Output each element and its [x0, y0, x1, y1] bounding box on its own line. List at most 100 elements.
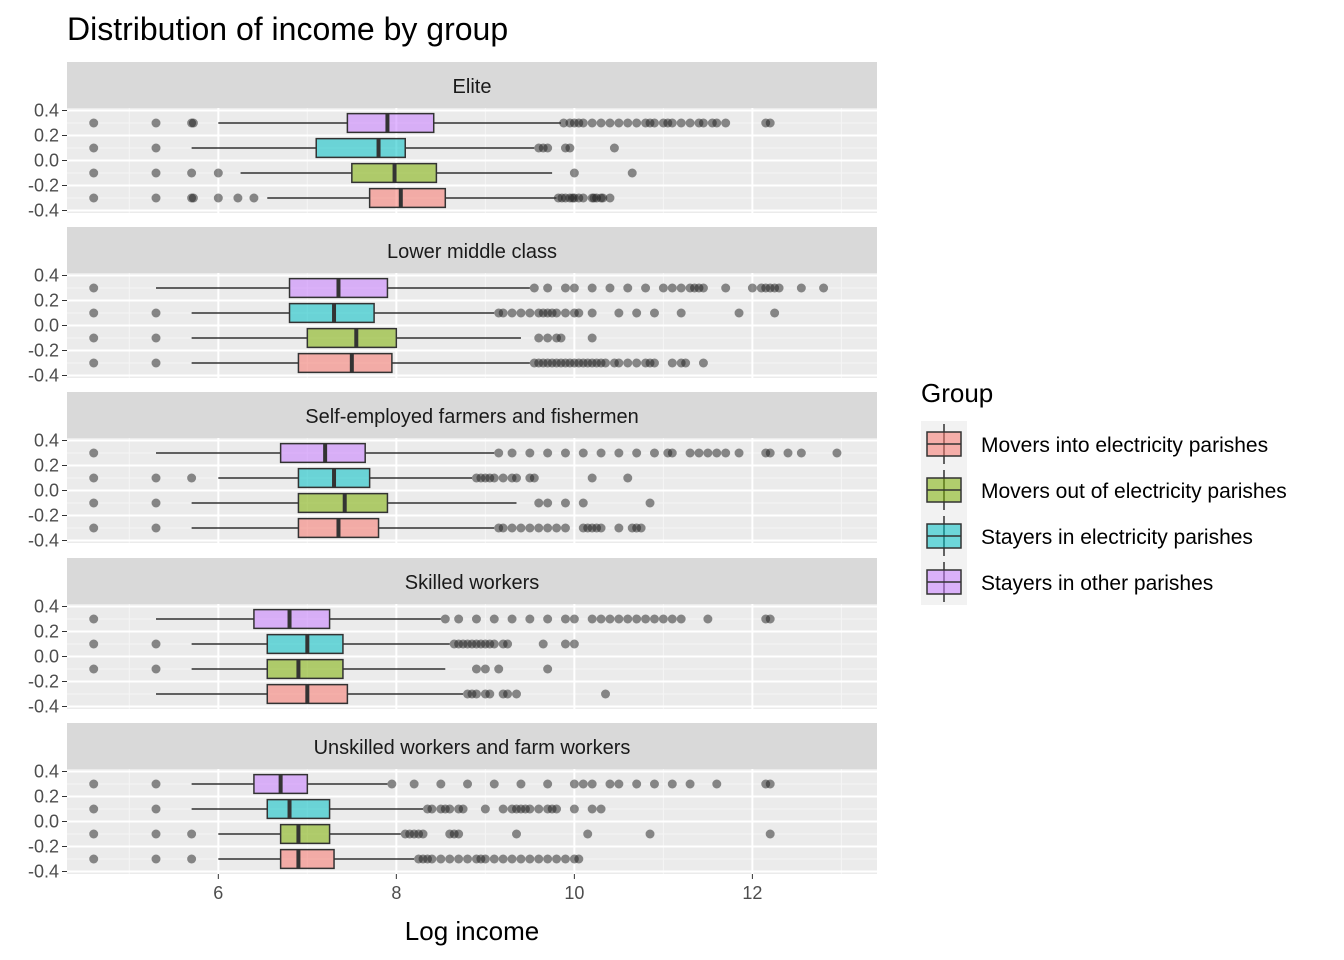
y-tick-label: -0.2	[28, 506, 59, 526]
box-group	[89, 823, 775, 845]
outlier-point	[387, 779, 397, 789]
outlier-point	[721, 448, 731, 458]
outlier-point	[213, 193, 223, 203]
box-group	[89, 608, 775, 630]
outlier-point	[698, 118, 708, 128]
facet-strip	[67, 227, 877, 273]
y-tick-label: 0.4	[34, 266, 59, 286]
outlier-point	[436, 779, 446, 789]
outlier-point	[569, 168, 579, 178]
facet-strip-label: Skilled workers	[405, 572, 539, 594]
outlier-point	[512, 829, 522, 839]
outlier-point	[543, 143, 553, 153]
outlier-point	[471, 614, 481, 624]
chart-title: Distribution of income by group	[67, 11, 508, 47]
box-group	[89, 633, 579, 655]
outlier-point	[587, 473, 597, 483]
outlier-point	[507, 448, 517, 458]
y-tick-label: 0.4	[34, 101, 59, 121]
outlier-point	[596, 523, 606, 533]
outlier-point	[534, 333, 544, 343]
outlier-point	[667, 614, 677, 624]
outlier-point	[552, 308, 562, 318]
outlier-point	[703, 448, 713, 458]
outlier-point	[503, 689, 513, 699]
outlier-point	[605, 283, 615, 293]
outlier-point	[703, 614, 713, 624]
outlier-point	[632, 118, 642, 128]
x-axis: 6 8 10 12	[213, 874, 762, 903]
outlier-point	[485, 689, 495, 699]
outlier-point	[605, 118, 615, 128]
outlier-point	[454, 854, 464, 864]
box-group	[89, 848, 584, 870]
outlier-point	[89, 283, 99, 293]
outlier-point	[578, 118, 588, 128]
outlier-point	[543, 333, 553, 343]
outlier-point	[507, 854, 517, 864]
facet-strip	[67, 392, 877, 438]
outlier-point	[480, 854, 490, 864]
outlier-point	[559, 118, 569, 128]
box-group	[89, 773, 775, 795]
outlier-point	[641, 283, 651, 293]
outlier-point	[649, 118, 659, 128]
outlier-point	[534, 523, 544, 533]
outlier-point	[151, 308, 161, 318]
outlier-point	[560, 308, 570, 318]
outlier-point	[601, 358, 611, 368]
outlier-point	[765, 118, 775, 128]
box-iqr	[266, 798, 331, 820]
box-group	[89, 352, 708, 374]
outlier-point	[534, 804, 544, 814]
outlier-point	[507, 523, 517, 533]
y-tick-label: 0.2	[34, 126, 59, 146]
outlier-point	[525, 804, 535, 814]
box-group	[89, 517, 646, 539]
facet-strip	[67, 62, 877, 108]
y-tick-label: 0.4	[34, 597, 59, 617]
outlier-point	[543, 448, 553, 458]
outlier-point	[534, 498, 544, 508]
outlier-point	[507, 308, 517, 318]
legend-item: Movers into electricity parishes	[921, 421, 1268, 467]
outlier-point	[832, 448, 842, 458]
outlier-point	[685, 118, 695, 128]
outlier-point	[578, 779, 588, 789]
outlier-point	[89, 143, 99, 153]
facet-strip-label: Elite	[453, 76, 492, 98]
outlier-point	[489, 473, 499, 483]
box-iqr	[266, 658, 344, 680]
outlier-point	[89, 498, 99, 508]
outlier-point	[698, 283, 708, 293]
outlier-point	[445, 804, 455, 814]
outlier-point	[614, 523, 624, 533]
outlier-point	[605, 614, 615, 624]
outlier-point	[658, 283, 668, 293]
outlier-point	[89, 448, 99, 458]
outlier-point	[587, 804, 597, 814]
outlier-point	[89, 804, 99, 814]
legend-item: Stayers in other parishes	[921, 559, 1213, 605]
outlier-point	[765, 614, 775, 624]
outlier-point	[560, 854, 570, 864]
outlier-point	[587, 283, 597, 293]
box-group	[89, 798, 606, 820]
outlier-point	[151, 168, 161, 178]
outlier-point	[632, 358, 642, 368]
outlier-point	[480, 664, 490, 674]
outlier-point	[605, 779, 615, 789]
outlier-point	[454, 614, 464, 624]
outlier-point	[516, 523, 526, 533]
y-tick-label: 0.0	[34, 151, 59, 171]
outlier-point	[721, 283, 731, 293]
outlier-point	[151, 143, 161, 153]
facet-strip-label: Lower middle class	[387, 241, 557, 263]
outlier-point	[587, 779, 597, 789]
outlier-point	[560, 614, 570, 624]
outlier-point	[543, 854, 553, 864]
outlier-point	[614, 614, 624, 624]
outlier-point	[151, 333, 161, 343]
outlier-point	[569, 283, 579, 293]
